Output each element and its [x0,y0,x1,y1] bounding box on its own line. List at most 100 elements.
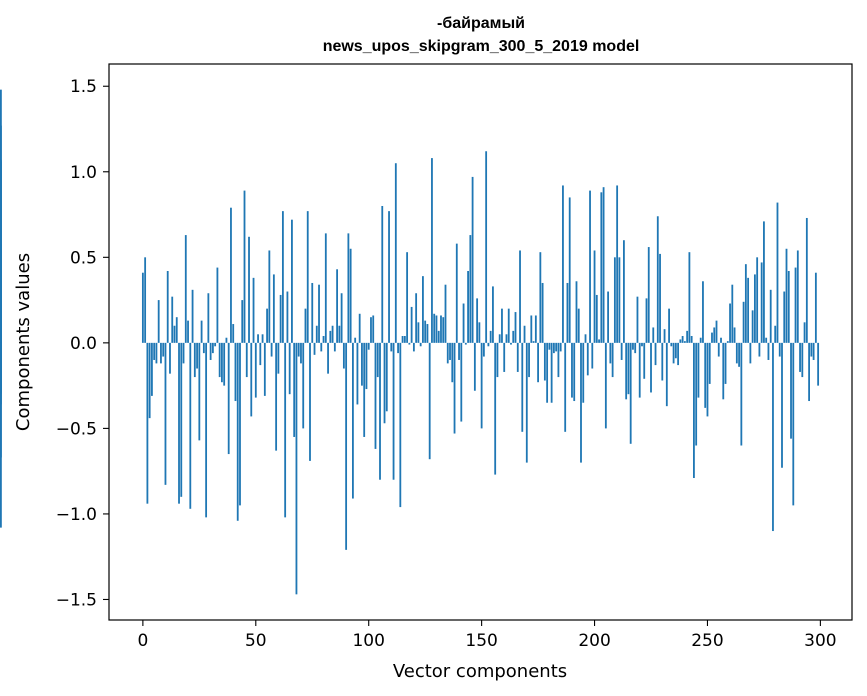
bar [164,342,167,485]
bar [162,342,165,357]
bar [620,342,623,360]
bar [464,342,467,345]
bar [467,271,469,343]
bar [406,252,409,343]
bar [431,158,433,343]
bar [636,296,639,343]
x-tick-label: 200 [578,631,610,651]
bar [577,308,580,343]
bar [469,235,472,343]
bar [654,342,657,366]
bar [519,250,521,343]
x-axis: 0 50 100 150 200 250 300 [137,620,837,651]
bar [302,342,305,429]
bar [370,317,372,343]
bar [399,342,402,508]
bar [270,342,273,357]
bar [661,342,664,381]
bar [277,342,280,374]
x-tick-label: 250 [691,631,723,651]
bar [259,342,262,366]
bar [507,308,510,343]
bar [713,327,716,343]
bar [564,342,567,432]
bar [799,342,801,372]
bar [772,342,774,532]
y-tick-label: 0.5 [70,248,97,268]
bar [422,276,424,343]
bar [311,282,314,343]
bar [751,310,754,343]
bar [742,301,745,343]
bar [390,342,393,352]
bar [268,250,271,343]
bar [573,342,576,402]
bar [618,257,621,343]
bar [211,342,214,354]
bar [616,185,619,343]
bar [720,337,722,343]
bar [521,342,524,432]
bar [781,342,783,468]
bar [449,342,451,360]
bar [562,185,564,343]
bar [593,250,596,343]
bar [539,252,542,343]
bar [733,327,736,343]
bar [173,325,176,343]
bar [674,342,677,359]
y-tick-label: 1.5 [70,77,97,97]
bar [263,342,266,396]
bar [442,317,445,343]
bar [306,211,309,343]
bar [699,337,702,343]
bar [598,339,600,343]
bar [550,342,553,403]
bar [482,342,485,357]
bar [805,217,808,343]
bar [663,329,666,343]
x-tick-label: 0 [137,631,148,651]
bar [205,342,208,518]
bar [169,342,171,374]
bar [320,342,323,352]
bar [693,342,695,479]
bar [358,313,361,343]
x-axis-label: Vector components [393,661,567,682]
bar [650,342,652,393]
bar [647,247,650,343]
bar [424,320,427,343]
bar [342,342,345,369]
bar [218,342,221,378]
bar [632,342,634,350]
bar [548,342,551,350]
bar [209,342,212,360]
bar [313,342,316,355]
bar [602,187,605,343]
bar [417,322,420,343]
bar [365,342,368,390]
y-tick-label: 0.0 [70,334,97,354]
bar [408,342,411,345]
bar [792,342,795,506]
bar [726,341,729,343]
bar [487,342,490,347]
y-tick-label: 1.0 [70,163,97,183]
bar [419,342,422,347]
bar [198,342,201,441]
bar [803,322,806,343]
bar [363,342,366,437]
bar [397,342,399,354]
bar [444,284,447,343]
bar [523,325,526,343]
bar [652,327,655,343]
bar [476,298,479,343]
bar [525,342,528,463]
bar [322,336,325,343]
bar [638,342,641,398]
bar [146,342,149,504]
bar [480,342,483,429]
bar [288,342,291,395]
bar [178,342,180,504]
